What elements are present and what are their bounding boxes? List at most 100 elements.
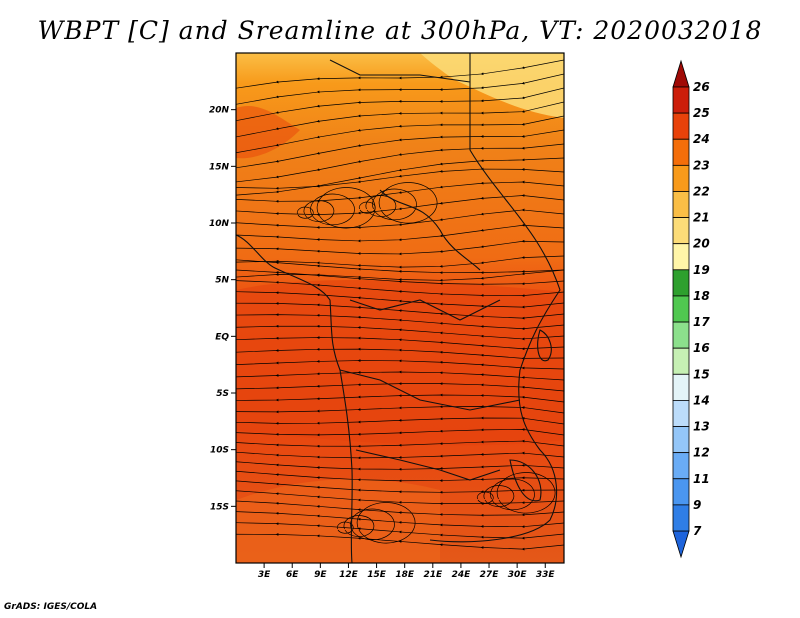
streamline (336, 521, 354, 534)
colorbar-label: 17 (693, 315, 710, 329)
y-tick-label: 15S (210, 502, 229, 512)
colorbar-label: 11 (693, 472, 710, 486)
chart-title: WBPT [C] and Sreamline at 300hPa, VT: 20… (37, 16, 763, 45)
streamline (236, 451, 564, 460)
colorbar-label: 22 (693, 184, 710, 198)
x-tick-label: 33E (536, 570, 556, 580)
streamline (343, 515, 375, 537)
x-tick-label: 24E (452, 570, 472, 580)
y-tick-label: 10N (209, 219, 230, 229)
colorbar-segment (672, 321, 690, 349)
colorbar-segment (672, 295, 690, 323)
colorbar-segment (672, 452, 690, 480)
streamline (476, 491, 494, 504)
y-axis: 20N 15N 10N 5N EQ 5S 10S 15S (209, 106, 236, 512)
colorbar-segment (672, 164, 690, 192)
colorbar-segment (672, 504, 690, 532)
x-tick-label: 3E (258, 570, 271, 580)
east-coast (429, 53, 561, 543)
north-border (329, 59, 471, 83)
streamline (316, 187, 376, 229)
colorbar-segment (672, 400, 690, 427)
x-tick-label: 9E (314, 570, 327, 580)
streamline (372, 188, 417, 221)
y-tick-label: 20N (209, 106, 230, 116)
x-tick-label: 12E (339, 570, 359, 580)
streamline (358, 201, 376, 214)
colorbar: 7 9 11 12 13 14 15 16 17 18 19 20 21 22 23 24 25 26 (672, 59, 710, 559)
streamline (236, 370, 564, 381)
streamline (236, 393, 564, 403)
streamline (236, 461, 564, 471)
streamline (236, 428, 564, 437)
plot-frame (235, 52, 565, 564)
colorbar-segment (672, 478, 690, 506)
coastlines (236, 53, 561, 563)
streamline (310, 193, 355, 226)
streamline (490, 478, 535, 511)
colorbar-segment (672, 217, 690, 245)
colorbar-segment (672, 191, 690, 218)
y-tick-label: EQ (215, 332, 229, 342)
colorbar-segment (672, 112, 690, 140)
colorbar-label: 19 (693, 263, 710, 277)
streamline (236, 347, 564, 360)
x-tick-label: 27E (480, 570, 500, 580)
streamline (296, 206, 314, 219)
streamline (365, 195, 397, 217)
x-tick-label: 6E (286, 570, 299, 580)
wbpt-field-hot-patch (236, 106, 300, 159)
colorbar-segment (672, 426, 690, 454)
colorbar-segment (672, 269, 690, 297)
streamline (378, 182, 438, 224)
streamline (303, 200, 335, 222)
streamline (236, 73, 564, 105)
inner-border-4 (379, 189, 481, 271)
colorbar-label: 9 (693, 498, 701, 512)
colorbar-segment (672, 138, 690, 166)
colorbar-label: 16 (693, 341, 710, 355)
streamlines (236, 59, 564, 551)
x-axis: 3E 6E 9E 12E 15E 18E 21E 24E 27E 30E 33E (258, 563, 556, 580)
colorbar-segment (672, 373, 690, 401)
wbpt-field (236, 53, 564, 563)
colorbar-label: 21 (693, 211, 710, 225)
colorbar-label: 15 (693, 367, 710, 381)
colorbar-label: 13 (693, 420, 710, 434)
inland-water (509, 459, 542, 502)
streamline (236, 359, 564, 370)
lake-victoria (537, 329, 552, 362)
streamline (236, 405, 564, 414)
x-tick-label: 30E (508, 570, 528, 580)
streamline (236, 470, 564, 483)
y-tick-label: 5S (216, 389, 229, 399)
inner-border-1 (349, 299, 501, 321)
y-tick-label: 15N (209, 162, 230, 172)
colorbar-label: 24 (693, 132, 710, 146)
streamline (236, 239, 564, 256)
colorbar-label: 7 (693, 524, 702, 538)
colorbar-label: 12 (693, 446, 710, 460)
streamline (236, 480, 564, 494)
y-tick-label: 10S (210, 446, 229, 456)
inner-border-2 (339, 369, 521, 411)
colorbar-segment (672, 86, 690, 114)
streamline (236, 533, 564, 551)
x-tick-label: 21E (423, 570, 443, 580)
streamline (496, 472, 556, 514)
y-tick-label: 5N (215, 276, 229, 286)
colorbar-label: 18 (693, 289, 710, 303)
colorbar-bottom-arrow (672, 530, 690, 559)
streamline (236, 382, 564, 392)
streamline (356, 502, 416, 544)
grads-footer: GrADS: IGES/COLA (4, 602, 98, 612)
colorbar-label: 25 (693, 106, 710, 120)
colorbar-label: 14 (693, 393, 710, 407)
streamline (236, 59, 564, 89)
colorbar-label: 26 (693, 80, 710, 94)
streamline (236, 416, 564, 425)
streamline (483, 485, 515, 507)
colorbar-label: 20 (693, 237, 710, 251)
x-tick-label: 15E (367, 570, 387, 580)
